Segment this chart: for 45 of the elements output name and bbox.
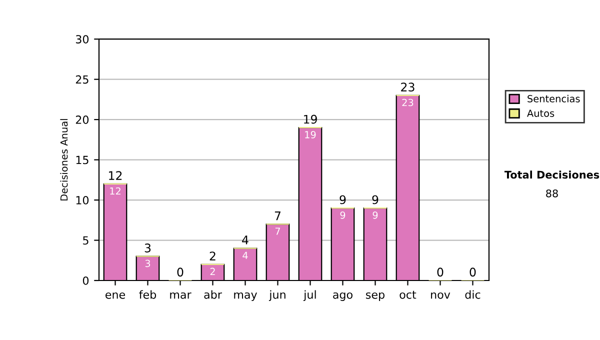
total-label: 9 <box>340 195 346 204</box>
x-tick-label: ene <box>106 292 126 299</box>
data-label: 23 <box>402 98 414 106</box>
y-tick-label: 0 <box>82 276 89 285</box>
y-tick-label: 20 <box>76 116 89 124</box>
data-label: 12 <box>110 187 120 195</box>
x-tick-label: jun <box>268 290 286 301</box>
y-tick-label: 10 <box>76 196 89 204</box>
total-label: 9 <box>372 195 378 204</box>
x-tick-label: sep <box>366 292 384 301</box>
total-label: 12 <box>109 171 122 180</box>
x-tick-label: ago <box>333 292 352 301</box>
y-tick-label: 5 <box>83 236 88 245</box>
text: Total Decisiones <box>504 170 600 179</box>
data-label: 9 <box>372 211 378 219</box>
y-tick-label: 30 <box>76 35 89 44</box>
x-tick-label: abr <box>204 290 222 299</box>
total-label: 0 <box>437 268 444 277</box>
total-label: 4 <box>242 236 248 244</box>
text: 88 <box>546 189 558 198</box>
legend-label: Autos <box>527 110 554 117</box>
y-tick-label: 15 <box>76 156 88 164</box>
data-label: 4 <box>242 252 248 259</box>
data-label: 19 <box>305 131 316 138</box>
legend-label: Sentencias <box>528 94 580 102</box>
y-axis-title: Decisiones Anual <box>60 119 68 200</box>
total-label: 23 <box>401 82 414 92</box>
data-label: 9 <box>340 211 346 219</box>
x-tick-label: jul <box>303 290 316 301</box>
x-tick-label: nov <box>431 292 450 299</box>
total-label: 3 <box>144 244 151 252</box>
data-label: 2 <box>210 268 215 276</box>
x-tick-label: feb <box>139 290 156 299</box>
total-label: 19 <box>304 114 317 124</box>
total-label: 7 <box>274 212 280 220</box>
total-label: 0 <box>177 268 184 277</box>
y-tick-label: 25 <box>76 75 88 84</box>
data-label: 7 <box>275 228 280 235</box>
x-tick-label: oct <box>400 290 416 299</box>
x-tick-label: dic <box>465 290 480 299</box>
x-tick-label: may <box>234 292 258 301</box>
total-label: 2 <box>210 252 216 260</box>
data-label: 3 <box>145 260 150 268</box>
x-tick-label: mar <box>170 292 192 299</box>
total-label: 0 <box>470 268 476 277</box>
